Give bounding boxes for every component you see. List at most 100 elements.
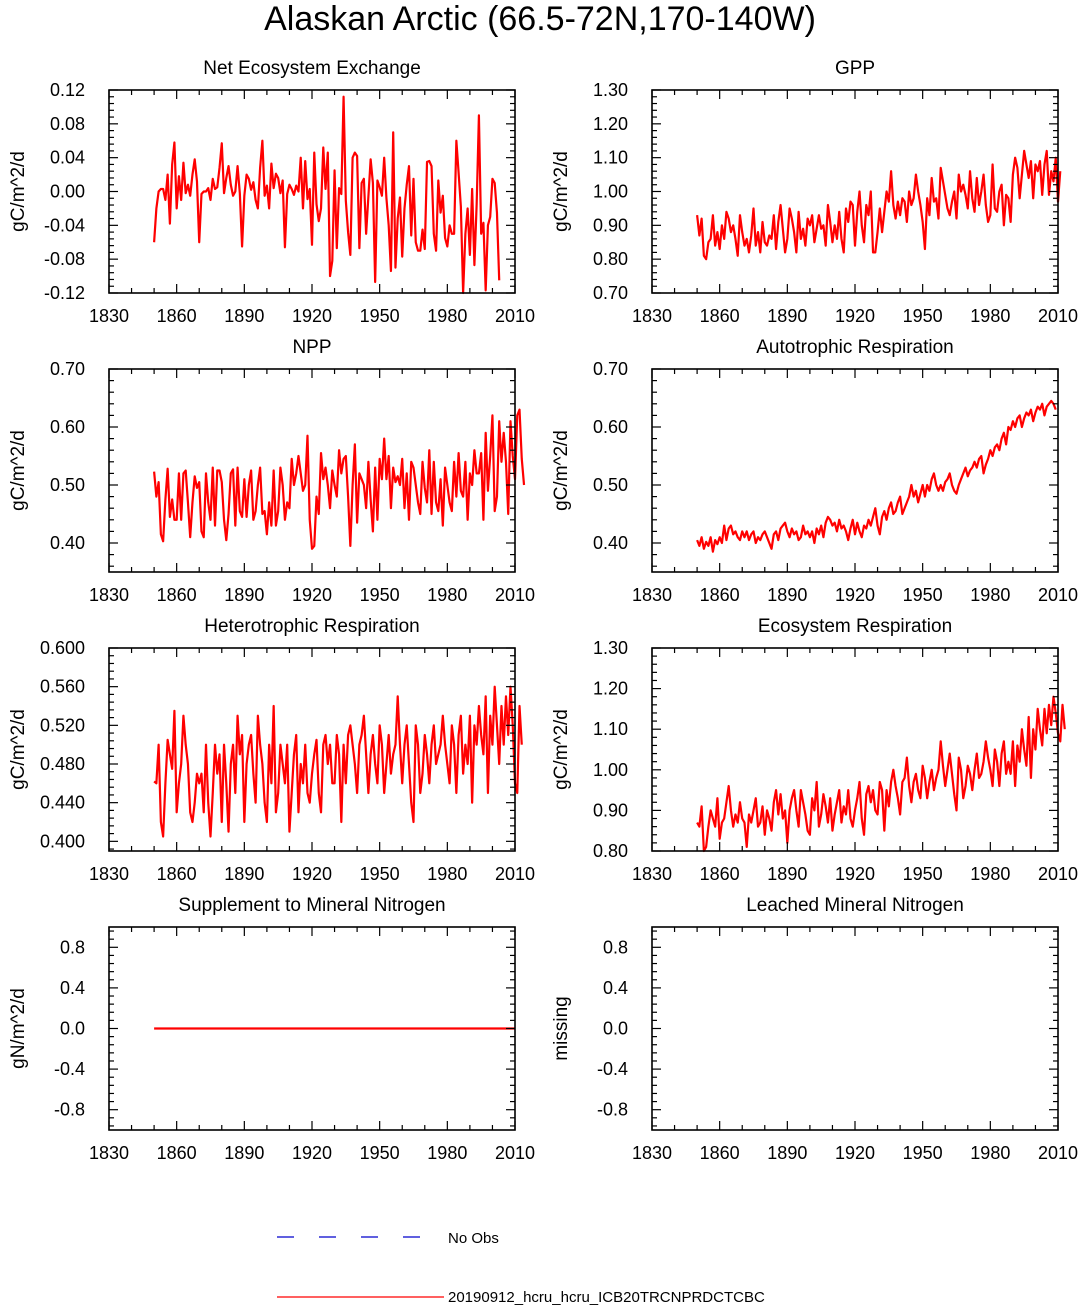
series-line: [153, 685, 523, 838]
plot-frame: [651, 89, 1059, 294]
chart-panel-4: Autotrophic Respiration 1830 1860 1890 1920 1…: [551, 337, 1078, 605]
panel-title: Ecosystem Respiration: [758, 616, 952, 637]
series-line: [153, 95, 501, 295]
y-tick-label: -0.4: [597, 1059, 628, 1079]
x-tick-label: 1830: [632, 585, 672, 605]
y-tick-label: -0.12: [44, 283, 85, 303]
x-tick-label: 2010: [495, 864, 535, 884]
y-tick-label: 0.600: [40, 638, 85, 658]
y-tick-label: 0.60: [50, 417, 85, 437]
x-tick-label: 1860: [157, 864, 197, 884]
x-tick-label: 1890: [224, 1143, 264, 1163]
x-tick-label: 1920: [835, 864, 875, 884]
series-line: [696, 399, 1057, 553]
x-tick-label: 1980: [427, 864, 467, 884]
x-tick-label: 1950: [360, 864, 400, 884]
x-tick-label: 1830: [632, 306, 672, 326]
y-tick-label: 0.08: [50, 114, 85, 134]
y-tick-label: 1.10: [593, 719, 628, 739]
x-tick-label: 1830: [89, 1143, 129, 1163]
panel-title: Heterotrophic Respiration: [204, 616, 419, 637]
y-tick-label: 0.4: [60, 978, 85, 998]
x-tick-label: 1920: [835, 1143, 875, 1163]
panel-title: NPP: [292, 337, 331, 358]
x-tick-label: 1980: [970, 1143, 1010, 1163]
x-tick-label: 2010: [495, 1143, 535, 1163]
y-tick-label: 0.40: [593, 533, 628, 553]
x-tick-label: 1950: [360, 1143, 400, 1163]
y-tick-label: -0.4: [54, 1059, 85, 1079]
x-tick-label: 1920: [292, 306, 332, 326]
x-tick-label: 2010: [495, 585, 535, 605]
y-tick-label: 0.4: [603, 978, 628, 998]
x-tick-label: 1980: [427, 306, 467, 326]
x-tick-label: 2010: [1038, 585, 1078, 605]
y-tick-label: 0.560: [40, 677, 85, 697]
series-line: [696, 695, 1066, 853]
y-tick-label: 0.480: [40, 754, 85, 774]
x-tick-label: 1860: [157, 1143, 197, 1163]
x-tick-label: 1980: [427, 1143, 467, 1163]
chart-panel-6: Ecosystem Respiration 1830 1860 1890 1920 195…: [551, 616, 1078, 884]
y-tick-label: -0.8: [597, 1100, 628, 1120]
x-tick-label: 1920: [835, 585, 875, 605]
y-tick-label: 0.90: [593, 215, 628, 235]
x-tick-label: 1890: [767, 864, 807, 884]
series-line: [696, 149, 1062, 261]
x-tick-label: 2010: [495, 306, 535, 326]
y-tick-label: 0.400: [40, 831, 85, 851]
chart-panel-5: Heterotrophic Respiration 1830 1860 1890 192…: [8, 616, 535, 884]
y-tick-label: 0.50: [593, 475, 628, 495]
legend-obs-label: No Obs: [448, 1230, 499, 1247]
y-tick-label: 1.00: [593, 182, 628, 202]
y-tick-label: 1.30: [593, 80, 628, 100]
x-tick-label: 1980: [970, 864, 1010, 884]
x-tick-label: 1860: [700, 864, 740, 884]
x-tick-label: 1890: [767, 585, 807, 605]
x-tick-label: 1890: [767, 306, 807, 326]
y-tick-label: 0.90: [593, 800, 628, 820]
x-tick-label: 1830: [632, 864, 672, 884]
x-tick-label: 1830: [89, 585, 129, 605]
y-axis-label: gC/m^2/d: [8, 151, 29, 232]
plot-frame: [651, 368, 1059, 573]
panels-group: Net Ecosystem Exchange 1830 1860 1890 1920 19…: [8, 58, 1078, 1163]
x-tick-label: 1860: [157, 585, 197, 605]
y-tick-label: 0.0: [60, 1019, 85, 1039]
x-tick-label: 1890: [224, 864, 264, 884]
x-tick-label: 1920: [292, 864, 332, 884]
series-line: [153, 408, 526, 550]
x-tick-label: 1920: [292, 585, 332, 605]
x-tick-label: 1920: [835, 306, 875, 326]
x-tick-label: 2010: [1038, 864, 1078, 884]
y-tick-label: 0.50: [50, 475, 85, 495]
x-tick-label: 1950: [360, 306, 400, 326]
x-tick-label: 1890: [767, 1143, 807, 1163]
x-tick-label: 1950: [360, 585, 400, 605]
chart-panel-3: NPP 1830 1860 1890 1920 1950 1980 2010 0.40 0.50 0…: [8, 337, 535, 605]
x-tick-label: 1890: [224, 306, 264, 326]
y-tick-label: 0.12: [50, 80, 85, 100]
y-tick-label: 0.70: [593, 283, 628, 303]
y-tick-label: 0.8: [60, 937, 85, 957]
chart-panel-7: Supplement to Mineral Nitrogen 1830 1860 18…: [8, 895, 535, 1163]
x-tick-label: 1950: [903, 1143, 943, 1163]
y-tick-label: 0.70: [593, 359, 628, 379]
x-tick-label: 1890: [224, 585, 264, 605]
y-tick-label: 0.440: [40, 793, 85, 813]
panel-title: Autotrophic Respiration: [756, 337, 954, 358]
panel-title: Leached Mineral Nitrogen: [746, 895, 964, 916]
y-tick-label: -0.04: [44, 215, 85, 235]
figure-title: Alaskan Arctic (66.5-72N,170-140W): [264, 0, 816, 38]
y-axis-label: gC/m^2/d: [551, 430, 572, 511]
y-tick-label: 1.30: [593, 638, 628, 658]
y-tick-label: 0.60: [593, 417, 628, 437]
legend: No Obs 20190912_hcru_hcru_ICB20TRCNPRDCT…: [277, 1230, 765, 1306]
panel-title: Supplement to Mineral Nitrogen: [178, 895, 445, 916]
y-tick-label: 1.10: [593, 148, 628, 168]
x-tick-label: 1830: [89, 306, 129, 326]
legend-model-label: 20190912_hcru_hcru_ICB20TRCNPRDCTCBC: [448, 1289, 765, 1306]
x-tick-label: 1860: [700, 306, 740, 326]
x-tick-label: 1920: [292, 1143, 332, 1163]
